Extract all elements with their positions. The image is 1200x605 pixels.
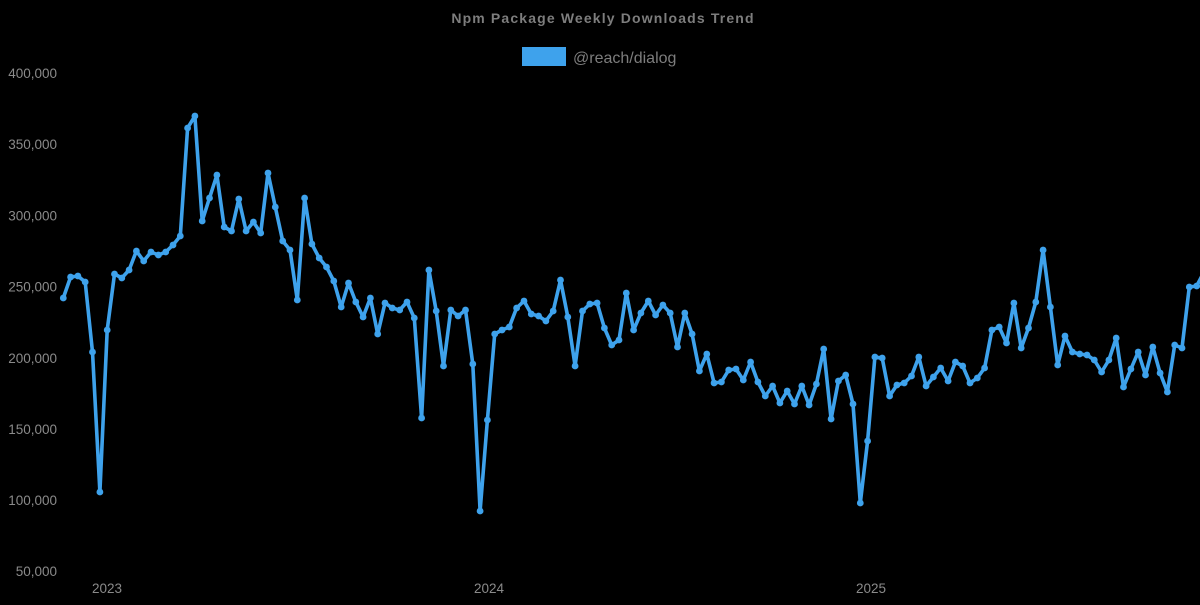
svg-text:50,000: 50,000 [16,564,57,579]
svg-text:2024: 2024 [474,581,505,596]
svg-text:@reach/dialog: @reach/dialog [573,50,676,67]
svg-text:350,000: 350,000 [8,137,57,152]
svg-text:100,000: 100,000 [8,493,57,508]
svg-text:150,000: 150,000 [8,422,57,437]
svg-text:300,000: 300,000 [8,209,57,224]
svg-text:250,000: 250,000 [8,280,57,295]
svg-text:Npm Package Weekly Downloads T: Npm Package Weekly Downloads Trend [451,10,754,26]
svg-text:200,000: 200,000 [8,351,57,366]
svg-text:2025: 2025 [856,581,886,596]
svg-text:400,000: 400,000 [8,66,57,81]
svg-text:2023: 2023 [92,581,122,596]
